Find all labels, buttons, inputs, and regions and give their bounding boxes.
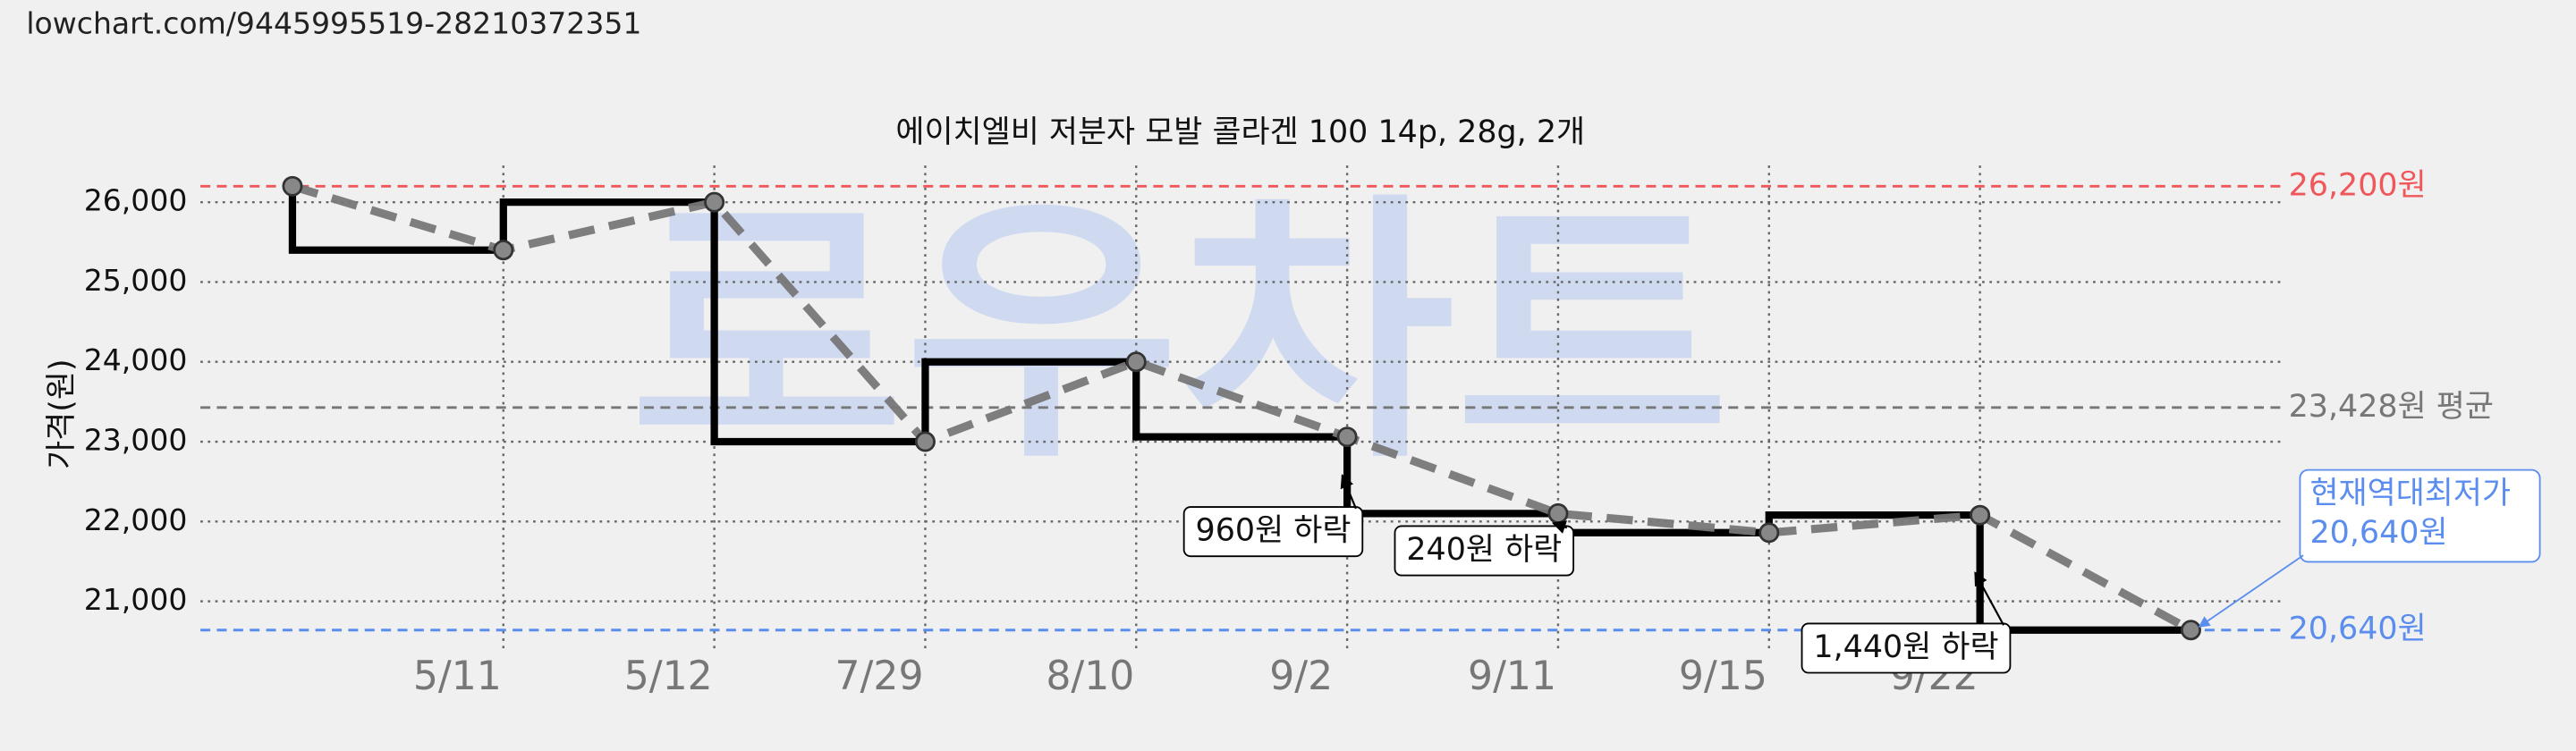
price-point xyxy=(2180,620,2201,641)
price-point xyxy=(1547,502,1569,524)
trend-line xyxy=(291,181,2193,634)
annotation-box xyxy=(1182,506,1364,558)
y-axis-label: 가격(원) xyxy=(44,359,80,468)
annotation-label: 960원 하락 xyxy=(1196,513,1352,549)
price-point xyxy=(493,240,514,261)
watermark: 로우차트 xyxy=(629,171,1730,496)
price-point xyxy=(914,431,936,452)
price-point xyxy=(1970,504,1991,526)
x-tick-label: 9/2 xyxy=(1269,654,1333,699)
reference-label: 23,428원 평균 xyxy=(2289,389,2494,425)
annotation-arrow xyxy=(1340,474,1357,510)
x-tick-label: 7/29 xyxy=(835,654,924,699)
price-point xyxy=(704,191,725,213)
callout-box xyxy=(2299,468,2541,563)
annotation-label: 1,440원 하락 xyxy=(1813,629,1998,665)
price-point xyxy=(1336,426,1358,448)
x-tick-label: 9/15 xyxy=(1679,654,1767,699)
x-tick-label: 8/10 xyxy=(1046,654,1134,699)
x-tick-label: 5/11 xyxy=(413,654,502,699)
reference-label: 26,200원 xyxy=(2289,167,2427,203)
annotation-box xyxy=(1394,525,1575,577)
price-point xyxy=(282,175,303,197)
chart-title: 에이치엘비 저분자 모발 콜라겐 100 14p, 28g, 2개 xyxy=(895,114,1585,150)
annotation-label: 240원 하락 xyxy=(1406,532,1562,568)
y-tick-label: 23,000 xyxy=(84,423,188,458)
callout-text: 20,640원 xyxy=(2309,515,2447,551)
price-point xyxy=(1758,522,1780,544)
y-tick-label: 24,000 xyxy=(84,342,188,377)
y-tick-label: 21,000 xyxy=(84,582,188,617)
x-tick-label: 5/12 xyxy=(624,654,713,699)
url: lowchart.com/9445995519-28210372351 xyxy=(26,5,641,40)
annotation-arrow xyxy=(1551,520,1568,534)
reference-label: 20,640원 xyxy=(2289,612,2427,647)
y-tick-label: 26,000 xyxy=(84,183,188,218)
price-point xyxy=(1125,351,1147,373)
y-tick-label: 22,000 xyxy=(84,502,188,537)
price-step-line xyxy=(288,186,2191,634)
callout-text: 현재역대최저가 xyxy=(2309,476,2511,511)
x-tick-label: 9/11 xyxy=(1468,654,1556,699)
y-tick-label: 25,000 xyxy=(84,263,188,298)
annotation-arrow xyxy=(1974,571,2005,626)
callout-arrow xyxy=(2198,554,2304,628)
annotation-box xyxy=(1801,622,2012,674)
